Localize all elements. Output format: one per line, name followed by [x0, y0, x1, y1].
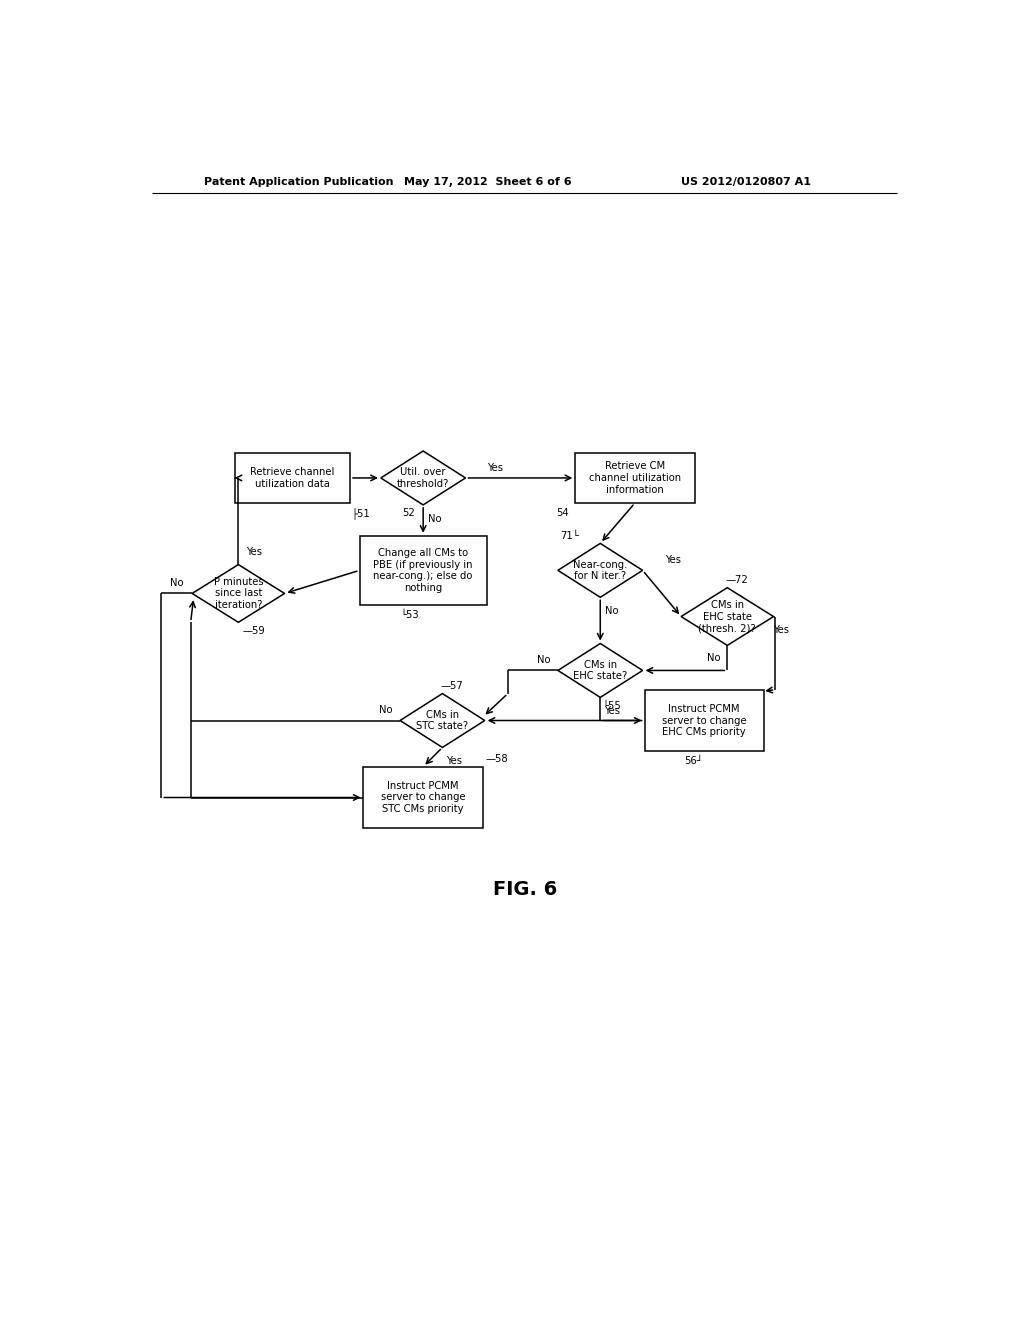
Text: 56┘: 56┘ [684, 756, 702, 767]
FancyBboxPatch shape [359, 536, 486, 605]
Text: 52: 52 [402, 508, 415, 519]
Text: No: No [538, 656, 551, 665]
Text: └55: └55 [602, 701, 622, 711]
Text: P minutes
since last
iteration?: P minutes since last iteration? [214, 577, 263, 610]
Text: Change all CMs to
PBE (if previously in
near-cong.); else do
nothing: Change all CMs to PBE (if previously in … [374, 548, 473, 593]
FancyBboxPatch shape [364, 767, 483, 829]
Text: └53: └53 [400, 610, 419, 620]
Polygon shape [558, 644, 643, 697]
Text: Yes: Yes [773, 626, 790, 635]
Text: CMs in
STC state?: CMs in STC state? [417, 710, 468, 731]
Text: 54: 54 [556, 508, 569, 517]
Text: —59: —59 [243, 626, 265, 636]
Text: Retrieve channel
utilization data: Retrieve channel utilization data [250, 467, 335, 488]
Text: Instruct PCMM
server to change
STC CMs priority: Instruct PCMM server to change STC CMs p… [381, 781, 466, 814]
Text: ├51: ├51 [351, 507, 371, 519]
FancyBboxPatch shape [644, 689, 764, 751]
Polygon shape [381, 451, 466, 506]
Text: Yes: Yes [604, 706, 620, 717]
Text: Retrieve CM
channel utilization
information: Retrieve CM channel utilization informat… [589, 462, 681, 495]
Text: Yes: Yes [486, 463, 503, 473]
Text: May 17, 2012  Sheet 6 of 6: May 17, 2012 Sheet 6 of 6 [403, 177, 571, 186]
Text: —58: —58 [485, 754, 508, 764]
Text: Patent Application Publication: Patent Application Publication [204, 177, 393, 186]
Text: CMs in
EHC state
(thresh. 2)?: CMs in EHC state (thresh. 2)? [698, 601, 756, 634]
Polygon shape [400, 693, 484, 747]
Text: No: No [380, 705, 393, 715]
Text: Yes: Yes [446, 756, 462, 767]
FancyBboxPatch shape [575, 453, 694, 503]
Text: FIG. 6: FIG. 6 [493, 880, 557, 899]
Text: Yes: Yes [666, 556, 681, 565]
Text: US 2012/0120807 A1: US 2012/0120807 A1 [681, 177, 811, 186]
Text: Near-cong.
for N iter.?: Near-cong. for N iter.? [573, 560, 628, 581]
Text: —72: —72 [726, 576, 749, 585]
FancyBboxPatch shape [234, 453, 350, 503]
Text: No: No [707, 653, 720, 663]
Text: No: No [428, 513, 441, 524]
Text: Yes: Yes [246, 548, 262, 557]
Text: Instruct PCMM
server to change
EHC CMs priority: Instruct PCMM server to change EHC CMs p… [662, 704, 746, 737]
Polygon shape [558, 544, 643, 598]
Text: No: No [605, 606, 618, 616]
Polygon shape [681, 587, 773, 645]
Text: 71└: 71└ [560, 531, 580, 541]
Polygon shape [193, 565, 285, 622]
Text: —57: —57 [441, 681, 464, 690]
Text: No: No [170, 578, 183, 589]
Text: Util. over
threshold?: Util. over threshold? [397, 467, 450, 488]
Text: CMs in
EHC state?: CMs in EHC state? [573, 660, 628, 681]
